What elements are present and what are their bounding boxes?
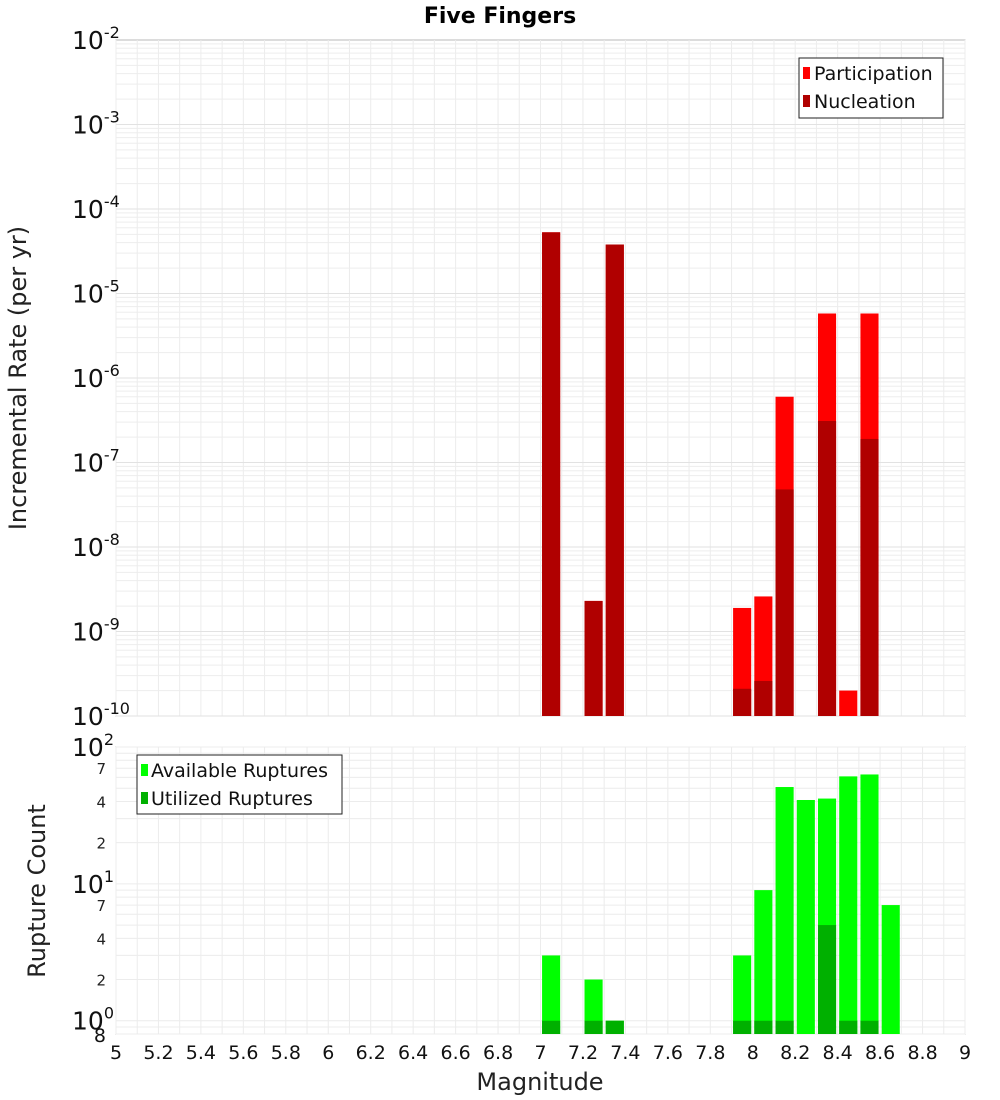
top-bars — [542, 232, 879, 716]
x-tick-label: 8 — [747, 1042, 759, 1064]
top-y-tick-label: 10-9 — [72, 615, 120, 647]
x-tick-label: 7.2 — [568, 1042, 598, 1064]
x-axis-title: Magnitude — [476, 1068, 603, 1096]
top-bar-nucleation — [733, 688, 752, 716]
bottom-y-axis-title: Rupture Count — [23, 804, 51, 978]
bottom-bar-utilized-ruptures — [839, 1020, 858, 1034]
bottom-bar-utilized-ruptures — [754, 1020, 773, 1034]
top-bar-nucleation — [605, 244, 624, 716]
bottom-y-tick-label: 101 — [72, 867, 114, 899]
x-tick-label: 6 — [322, 1042, 334, 1064]
x-tick-label: 6.2 — [356, 1042, 386, 1064]
top-bar-nucleation — [775, 489, 794, 716]
legend-label-available: Available Ruptures — [151, 760, 328, 782]
bottom-y-minor-tick-label: 8 — [94, 1025, 106, 1047]
top-legend-box — [798, 57, 944, 119]
top-bar-nucleation — [584, 600, 603, 716]
top-y-tick-label: 10-10 — [72, 699, 130, 731]
bottom-y-tick-label: 102 — [72, 730, 114, 762]
top-bar-nucleation — [817, 420, 837, 716]
bottom-legend: Available Ruptures Utilized Ruptures — [136, 754, 343, 815]
x-axis-ticks: 5 5.2 5.4 5.6 5.8 6 6.2 6.4 6.6 6.8 7 7.2 7.4 7.6 7.8 8… — [110, 1042, 971, 1064]
x-tick-label: 7.6 — [653, 1042, 683, 1064]
x-tick-label: 5.2 — [143, 1042, 173, 1064]
x-tick-label: 5.8 — [271, 1042, 301, 1064]
bottom-y-minor-tick-label: 4 — [96, 930, 106, 948]
x-tick-label: 5.6 — [228, 1042, 258, 1064]
bottom-bar-available-ruptures — [775, 787, 794, 1034]
top-bar-nucleation — [754, 680, 773, 716]
bottom-bar-utilized-ruptures — [817, 925, 837, 1034]
x-tick-label: 8.4 — [823, 1042, 853, 1064]
x-tick-label: 8.6 — [865, 1042, 895, 1064]
bottom-bar-available-ruptures — [733, 955, 752, 1034]
bottom-bar-available-ruptures — [839, 776, 858, 1034]
bottom-bar-utilized-ruptures — [584, 1020, 603, 1034]
x-tick-label: 8.2 — [780, 1042, 810, 1064]
x-tick-label: 6.4 — [398, 1042, 428, 1064]
bottom-bar-utilized-ruptures — [542, 1020, 561, 1034]
bottom-bar-utilized-ruptures — [733, 1020, 752, 1034]
legend-swatch-nucleation — [803, 95, 810, 107]
bottom-legend-box — [136, 754, 343, 815]
legend-label-participation: Participation — [814, 63, 933, 85]
legend-label-utilized: Utilized Ruptures — [151, 788, 313, 810]
bottom-bar-available-ruptures — [881, 905, 900, 1034]
bottom-y-minor-tick-label: 7 — [96, 760, 106, 778]
bottom-bar-available-ruptures — [860, 774, 879, 1034]
top-bar-nucleation — [542, 232, 561, 716]
top-y-tick-label: 10-8 — [72, 530, 120, 562]
bottom-y-axis-ticks: 102 101 100 7 4 2 7 4 2 8 — [72, 730, 114, 1047]
bottom-y-minor-tick-label: 4 — [96, 793, 106, 811]
x-tick-label: 9 — [959, 1042, 971, 1064]
legend-swatch-available — [141, 764, 148, 776]
top-y-tick-label: 10-3 — [72, 108, 120, 140]
bottom-bar-utilized-ruptures — [860, 1020, 879, 1034]
bottom-y-minor-tick-label: 7 — [96, 897, 106, 915]
legend-label-nucleation: Nucleation — [814, 91, 916, 113]
bottom-bar-available-ruptures — [542, 955, 561, 1034]
legend-swatch-participation — [803, 67, 810, 79]
top-y-tick-label: 10-7 — [72, 446, 120, 478]
x-tick-label: 8.8 — [907, 1042, 937, 1064]
bottom-y-tick-label: 100 — [72, 1004, 114, 1036]
bottom-y-minor-tick-label: 2 — [96, 835, 106, 853]
chart-title: Five Fingers — [424, 4, 576, 29]
x-tick-label: 6.8 — [483, 1042, 513, 1064]
top-grid — [115, 40, 966, 717]
legend-swatch-utilized — [141, 792, 148, 804]
bottom-bar-available-ruptures — [584, 979, 603, 1034]
x-tick-label: 7.8 — [695, 1042, 725, 1064]
x-tick-label: 7 — [534, 1042, 546, 1064]
x-tick-label: 6.6 — [440, 1042, 470, 1064]
top-y-tick-label: 10-5 — [72, 277, 120, 309]
bottom-bar-utilized-ruptures — [605, 1020, 624, 1034]
top-bar-participation — [839, 690, 858, 716]
top-legend: Participation Nucleation — [798, 57, 944, 119]
bottom-bar-utilized-ruptures — [775, 1020, 794, 1034]
bottom-bar-available-ruptures — [796, 799, 815, 1034]
bottom-y-minor-tick-label: 2 — [96, 972, 106, 990]
x-tick-label: 5.4 — [186, 1042, 216, 1064]
x-tick-label: 7.4 — [610, 1042, 640, 1064]
top-y-axis-title: Incremental Rate (per yr) — [4, 226, 32, 530]
top-y-tick-label: 10-2 — [72, 23, 120, 55]
x-tick-label: 5 — [110, 1042, 122, 1064]
top-y-tick-label: 10-6 — [72, 361, 120, 393]
top-y-axis-ticks: 10-2 10-3 10-4 10-5 10-6 10-7 10-8 10-9 10-10 — [72, 23, 130, 731]
bottom-bars — [542, 774, 900, 1034]
top-y-tick-label: 10-4 — [72, 192, 120, 224]
top-bar-nucleation — [860, 438, 879, 716]
bottom-bar-available-ruptures — [754, 890, 773, 1034]
